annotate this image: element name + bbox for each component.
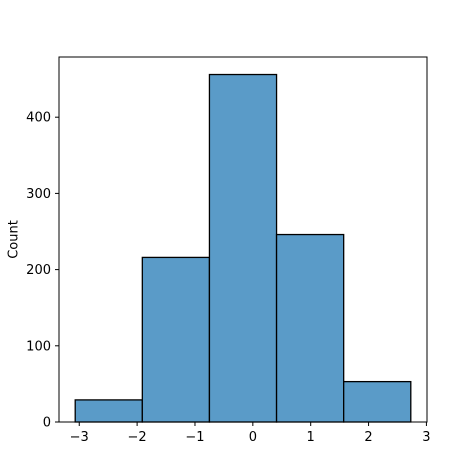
histogram-bar [74, 399, 143, 423]
histogram-bar [275, 233, 345, 423]
x-tick-label: −1 [185, 430, 204, 445]
x-tick-label: 2 [364, 430, 372, 445]
y-tick-label: 400 [26, 111, 51, 126]
x-tick-label: 3 [422, 430, 430, 445]
x-tick-label: 0 [249, 430, 257, 445]
plot-frame [58, 56, 428, 423]
histogram-bar [141, 256, 211, 423]
y-tick-label: 300 [26, 187, 51, 202]
y-tick-label: 200 [26, 263, 51, 278]
x-tick-label: 1 [307, 430, 315, 445]
histogram-bar [343, 380, 412, 423]
y-axis-label: Count [7, 220, 22, 259]
x-tick-label: −2 [128, 430, 147, 445]
bars-group [74, 73, 412, 423]
histogram-bar [208, 73, 278, 423]
x-tick-label: −3 [70, 430, 89, 445]
y-tick-label: 0 [43, 416, 51, 431]
y-axis-ticks: 0 100 200 300 400 [26, 111, 59, 431]
y-tick-label: 100 [26, 339, 51, 354]
x-axis-ticks: −3 −2 −1 0 1 2 3 [70, 422, 431, 445]
